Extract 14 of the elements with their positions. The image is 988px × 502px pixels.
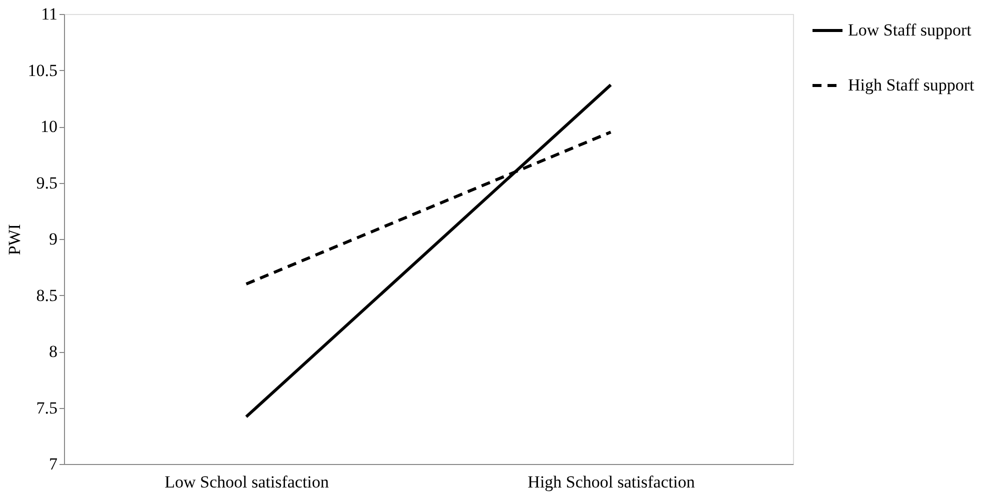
y-tick-label: 9.5: [36, 173, 58, 192]
x-tick-label: Low School satisfaction: [164, 472, 330, 492]
y-tick-label: 7.5: [36, 398, 58, 418]
y-tick-label: 9: [49, 230, 58, 248]
y-tick-label: 10: [40, 117, 58, 136]
y-tick-label: 11: [41, 4, 58, 24]
legend-label: Low Staff support: [848, 20, 972, 40]
y-tick-label: 8: [49, 342, 58, 361]
y-axis-title: PWI: [4, 224, 24, 256]
x-tick-label: High School satisfaction: [528, 472, 696, 492]
y-tick-label: 8.5: [36, 286, 58, 305]
legend-label: High Staff support: [848, 76, 975, 94]
y-tick-label: 10.5: [28, 60, 58, 80]
y-tick-label: 7: [49, 454, 58, 474]
